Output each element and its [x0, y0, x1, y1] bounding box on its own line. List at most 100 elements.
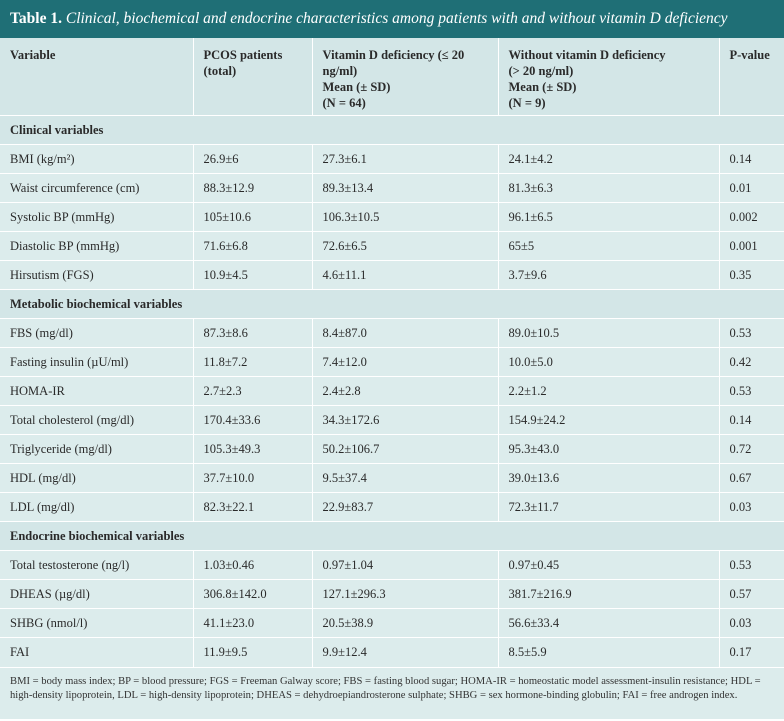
section-title: Clinical variables	[0, 115, 784, 145]
value-cell: 50.2±106.7	[311, 434, 498, 464]
p-value-cell: 0.42	[718, 347, 784, 377]
row-label: Total testosterone (ng/l)	[0, 550, 193, 580]
p-value-cell: 0.53	[718, 550, 784, 580]
value-cell: 9.5±37.4	[311, 463, 498, 493]
p-value-cell: 0.01	[718, 173, 784, 203]
header-line: (total)	[203, 64, 237, 78]
table-row: FBS (mg/dl) 87.3±8.6 8.4±87.0 89.0±10.5 0.53	[0, 318, 784, 348]
header-line: Mean (± SD)	[322, 80, 391, 94]
table-row: Fasting insulin (µU/ml) 11.8±7.2 7.4±12.0 1…	[0, 347, 784, 377]
p-value-cell: 0.53	[718, 318, 784, 348]
p-value-cell: 0.002	[718, 202, 784, 232]
row-label: Fasting insulin (µU/ml)	[0, 347, 193, 377]
table-row: HOMA-IR 2.7±2.3 2.4±2.8 2.2±1.2 0.53	[0, 376, 784, 406]
row-label: BMI (kg/m²)	[0, 144, 193, 174]
value-cell: 89.3±13.4	[311, 173, 498, 203]
value-cell: 11.8±7.2	[192, 347, 312, 377]
value-cell: 170.4±33.6	[192, 405, 312, 435]
row-label: FBS (mg/dl)	[0, 318, 193, 348]
value-cell: 34.3±172.6	[311, 405, 498, 435]
value-cell: 95.3±43.0	[497, 434, 719, 464]
table-row: Waist circumference (cm) 88.3±12.9 89.3±13…	[0, 173, 784, 203]
value-cell: 10.9±4.5	[192, 260, 312, 290]
value-cell: 87.3±8.6	[192, 318, 312, 348]
value-cell: 24.1±4.2	[497, 144, 719, 174]
value-cell: 2.2±1.2	[497, 376, 719, 406]
value-cell: 89.0±10.5	[497, 318, 719, 348]
row-label: Diastolic BP (mmHg)	[0, 231, 193, 261]
p-value-cell: 0.57	[718, 579, 784, 609]
table-row: Diastolic BP (mmHg) 71.6±6.8 72.6±6.5 65±5 0…	[0, 231, 784, 261]
table-label: Table 1.	[10, 10, 62, 27]
value-cell: 56.6±33.4	[497, 608, 719, 638]
value-cell: 27.3±6.1	[311, 144, 498, 174]
value-cell: 65±5	[497, 231, 719, 261]
header-vitd-deficiency: Vitamin D deficiency (≤ 20 ng/ml) Mean (± …	[311, 38, 498, 116]
table-row: DHEAS (µg/dl) 306.8±142.0 127.1±296.3 381.7…	[0, 579, 784, 609]
value-cell: 37.7±10.0	[192, 463, 312, 493]
header-variable: Variable	[0, 38, 193, 116]
p-value-cell: 0.14	[718, 144, 784, 174]
value-cell: 22.9±83.7	[311, 492, 498, 522]
table-title: Table 1. Clinical, biochemical and endoc…	[0, 0, 784, 38]
table-row: SHBG (nmol/l) 41.1±23.0 20.5±38.9 56.6±33.4…	[0, 608, 784, 638]
table-body: Clinical variables BMI (kg/m²) 26.9±6 27.3±…	[0, 115, 784, 667]
value-cell: 3.7±9.6	[497, 260, 719, 290]
p-value-cell: 0.72	[718, 434, 784, 464]
p-value-cell: 0.14	[718, 405, 784, 435]
value-cell: 81.3±6.3	[497, 173, 719, 203]
value-cell: 8.5±5.9	[497, 637, 719, 667]
value-cell: 20.5±38.9	[311, 608, 498, 638]
header-line: (N = 64)	[322, 96, 366, 110]
value-cell: 154.9±24.2	[497, 405, 719, 435]
row-label: FAI	[0, 637, 193, 667]
row-label: Systolic BP (mmHg)	[0, 202, 193, 232]
value-cell: 306.8±142.0	[192, 579, 312, 609]
header-line: Mean (± SD)	[508, 80, 577, 94]
header-without-deficiency: Without vitamin D deficiency (> 20 ng/ml)…	[497, 38, 719, 116]
header-line: (> 20 ng/ml)	[508, 64, 574, 78]
value-cell: 105±10.6	[192, 202, 312, 232]
section-title: Endocrine biochemical variables	[0, 521, 784, 551]
row-label: Triglyceride (mg/dl)	[0, 434, 193, 464]
row-label: DHEAS (µg/dl)	[0, 579, 193, 609]
value-cell: 72.6±6.5	[311, 231, 498, 261]
table-row: BMI (kg/m²) 26.9±6 27.3±6.1 24.1±4.2 0.14	[0, 144, 784, 174]
header-line: P-value	[729, 48, 770, 62]
table-row: LDL (mg/dl) 82.3±22.1 22.9±83.7 72.3±11.7 0.…	[0, 492, 784, 522]
value-cell: 381.7±216.9	[497, 579, 719, 609]
table-row: Systolic BP (mmHg) 105±10.6 106.3±10.5 96.1…	[0, 202, 784, 232]
section-header-row: Clinical variables	[0, 115, 784, 145]
value-cell: 26.9±6	[192, 144, 312, 174]
p-value-cell: 0.001	[718, 231, 784, 261]
value-cell: 0.97±1.04	[311, 550, 498, 580]
header-p-value: P-value	[718, 38, 784, 116]
header-row: Variable PCOS patients (total) Vitamin D de…	[0, 38, 784, 116]
header-line: ng/ml)	[322, 64, 358, 78]
row-label: SHBG (nmol/l)	[0, 608, 193, 638]
row-label: HDL (mg/dl)	[0, 463, 193, 493]
table-row: HDL (mg/dl) 37.7±10.0 9.5±37.4 39.0±13.6 0.6…	[0, 463, 784, 493]
p-value-cell: 0.03	[718, 492, 784, 522]
value-cell: 2.4±2.8	[311, 376, 498, 406]
section-title: Metabolic biochemical variables	[0, 289, 784, 319]
header-line: (N = 9)	[508, 96, 546, 110]
value-cell: 4.6±11.1	[311, 260, 498, 290]
section-header-row: Metabolic biochemical variables	[0, 289, 784, 319]
value-cell: 72.3±11.7	[497, 492, 719, 522]
value-cell: 71.6±6.8	[192, 231, 312, 261]
value-cell: 0.97±0.45	[497, 550, 719, 580]
table-caption: Clinical, biochemical and endocrine char…	[65, 10, 728, 27]
p-value-cell: 0.35	[718, 260, 784, 290]
value-cell: 8.4±87.0	[311, 318, 498, 348]
p-value-cell: 0.67	[718, 463, 784, 493]
value-cell: 39.0±13.6	[497, 463, 719, 493]
p-value-cell: 0.17	[718, 637, 784, 667]
header-pcos-total: PCOS patients (total)	[192, 38, 312, 116]
row-label: Waist circumference (cm)	[0, 173, 193, 203]
value-cell: 7.4±12.0	[311, 347, 498, 377]
value-cell: 2.7±2.3	[192, 376, 312, 406]
row-label: LDL (mg/dl)	[0, 492, 193, 522]
value-cell: 1.03±0.46	[192, 550, 312, 580]
